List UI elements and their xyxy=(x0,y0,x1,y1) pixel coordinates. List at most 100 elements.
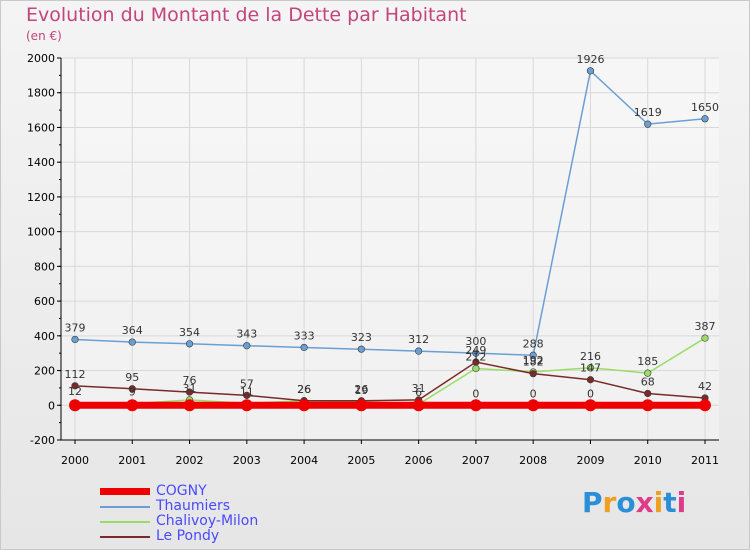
x-tick-label: 2002 xyxy=(176,454,204,467)
data-label: 354 xyxy=(179,326,200,339)
logo-letter: t xyxy=(663,486,677,519)
legend: COGNY Thaumiers Chalivoy-Milon Le Pondy xyxy=(100,484,258,544)
logo-letter: i xyxy=(676,486,687,519)
data-point xyxy=(586,376,595,384)
legend-item: Le Pondy xyxy=(100,529,258,544)
legend-swatch xyxy=(100,488,150,495)
data-label: 182 xyxy=(523,356,544,369)
data-label: 19 xyxy=(354,384,368,397)
x-tick-label: 2004 xyxy=(290,454,318,467)
data-point xyxy=(415,347,423,355)
data-label: 11 xyxy=(240,385,254,398)
data-label: 379 xyxy=(65,321,86,334)
data-point xyxy=(527,399,540,412)
data-point xyxy=(126,399,139,412)
data-point xyxy=(69,399,81,412)
data-point xyxy=(71,335,79,344)
data-label: 1650 xyxy=(691,101,719,114)
data-point xyxy=(412,399,425,412)
data-label: 364 xyxy=(122,324,143,337)
y-tick-label: -200 xyxy=(30,434,55,447)
data-point xyxy=(644,389,652,398)
data-label: 0 xyxy=(587,387,594,400)
x-tick-label: 2007 xyxy=(462,454,490,467)
series-line-le-pondy xyxy=(74,361,706,402)
data-label: 42 xyxy=(698,380,712,393)
y-tick-label: 1400 xyxy=(27,156,55,169)
series-line-thaumiers xyxy=(74,69,706,357)
data-point xyxy=(472,349,480,357)
data-point xyxy=(701,115,709,123)
y-tick-label: 0 xyxy=(48,399,55,412)
data-point xyxy=(641,399,654,412)
data-point xyxy=(128,385,136,393)
data-label: 95 xyxy=(125,371,139,384)
y-tick-label: 1800 xyxy=(27,87,55,100)
data-label: 333 xyxy=(294,329,315,342)
data-label: 185 xyxy=(637,355,658,368)
data-label: 57 xyxy=(240,377,254,390)
x-tick-label: 2008 xyxy=(519,454,547,467)
legend-swatch xyxy=(100,520,150,523)
data-point xyxy=(357,345,365,353)
y-tick-label: 1600 xyxy=(27,121,55,134)
data-label: 0 xyxy=(472,387,479,400)
legend-item: Chalivoy-Milon xyxy=(100,514,258,529)
x-tick-label: 2006 xyxy=(405,454,433,467)
data-label: 343 xyxy=(236,328,257,341)
data-label: 12 xyxy=(68,385,82,398)
data-label: 288 xyxy=(523,337,544,350)
y-tick-label: 600 xyxy=(34,295,55,308)
data-point xyxy=(644,120,652,128)
y-tick-label: 400 xyxy=(34,330,55,343)
data-point xyxy=(586,67,595,75)
data-point xyxy=(300,343,308,352)
legend-swatch xyxy=(100,505,150,508)
data-label: 68 xyxy=(641,375,655,388)
x-tick-label: 2000 xyxy=(61,454,89,467)
data-label: 76 xyxy=(183,374,197,387)
data-point xyxy=(469,399,482,412)
data-label: 1619 xyxy=(634,106,662,119)
legend-label: Le Pondy xyxy=(156,528,220,544)
data-label: 387 xyxy=(695,320,716,333)
logo-letter: P xyxy=(582,486,603,519)
data-label: 312 xyxy=(408,333,429,346)
data-label: 26 xyxy=(297,383,311,396)
data-label: 31 xyxy=(183,382,197,395)
y-tick-label: 1000 xyxy=(27,226,55,239)
y-tick-label: 200 xyxy=(34,365,55,378)
data-label: 1926 xyxy=(576,53,604,66)
plot-area xyxy=(61,58,719,440)
legend-label: Thaumiers xyxy=(156,498,231,514)
data-label: 147 xyxy=(580,362,601,375)
proxiti-logo: Proxiti xyxy=(582,486,686,519)
data-point xyxy=(355,399,368,412)
data-point xyxy=(185,388,194,396)
data-point xyxy=(584,399,597,412)
legend-item: COGNY xyxy=(100,484,258,499)
data-label: 26 xyxy=(354,383,368,396)
legend-swatch xyxy=(100,535,150,538)
chart-title: Evolution du Montant de la Dette par Hab… xyxy=(26,4,467,26)
logo-letter: i xyxy=(653,486,664,519)
data-point xyxy=(529,351,537,359)
data-label: 212 xyxy=(465,350,486,363)
logo-letter: x xyxy=(635,486,654,519)
y-tick-label: 2000 xyxy=(27,52,55,65)
data-point xyxy=(472,364,480,373)
data-point xyxy=(586,364,595,372)
data-label: 216 xyxy=(580,350,601,363)
data-point xyxy=(529,370,537,378)
data-label: 192 xyxy=(523,354,544,367)
legend-label: Chalivoy-Milon xyxy=(156,513,259,529)
x-tick-label: 2001 xyxy=(118,454,146,467)
data-point xyxy=(699,399,711,412)
data-point xyxy=(71,382,79,390)
chart-subtitle: (en €) xyxy=(26,29,62,43)
data-point xyxy=(243,391,251,399)
data-label: 31 xyxy=(412,382,426,395)
data-point xyxy=(701,334,709,342)
logo-letter: r xyxy=(602,486,617,519)
